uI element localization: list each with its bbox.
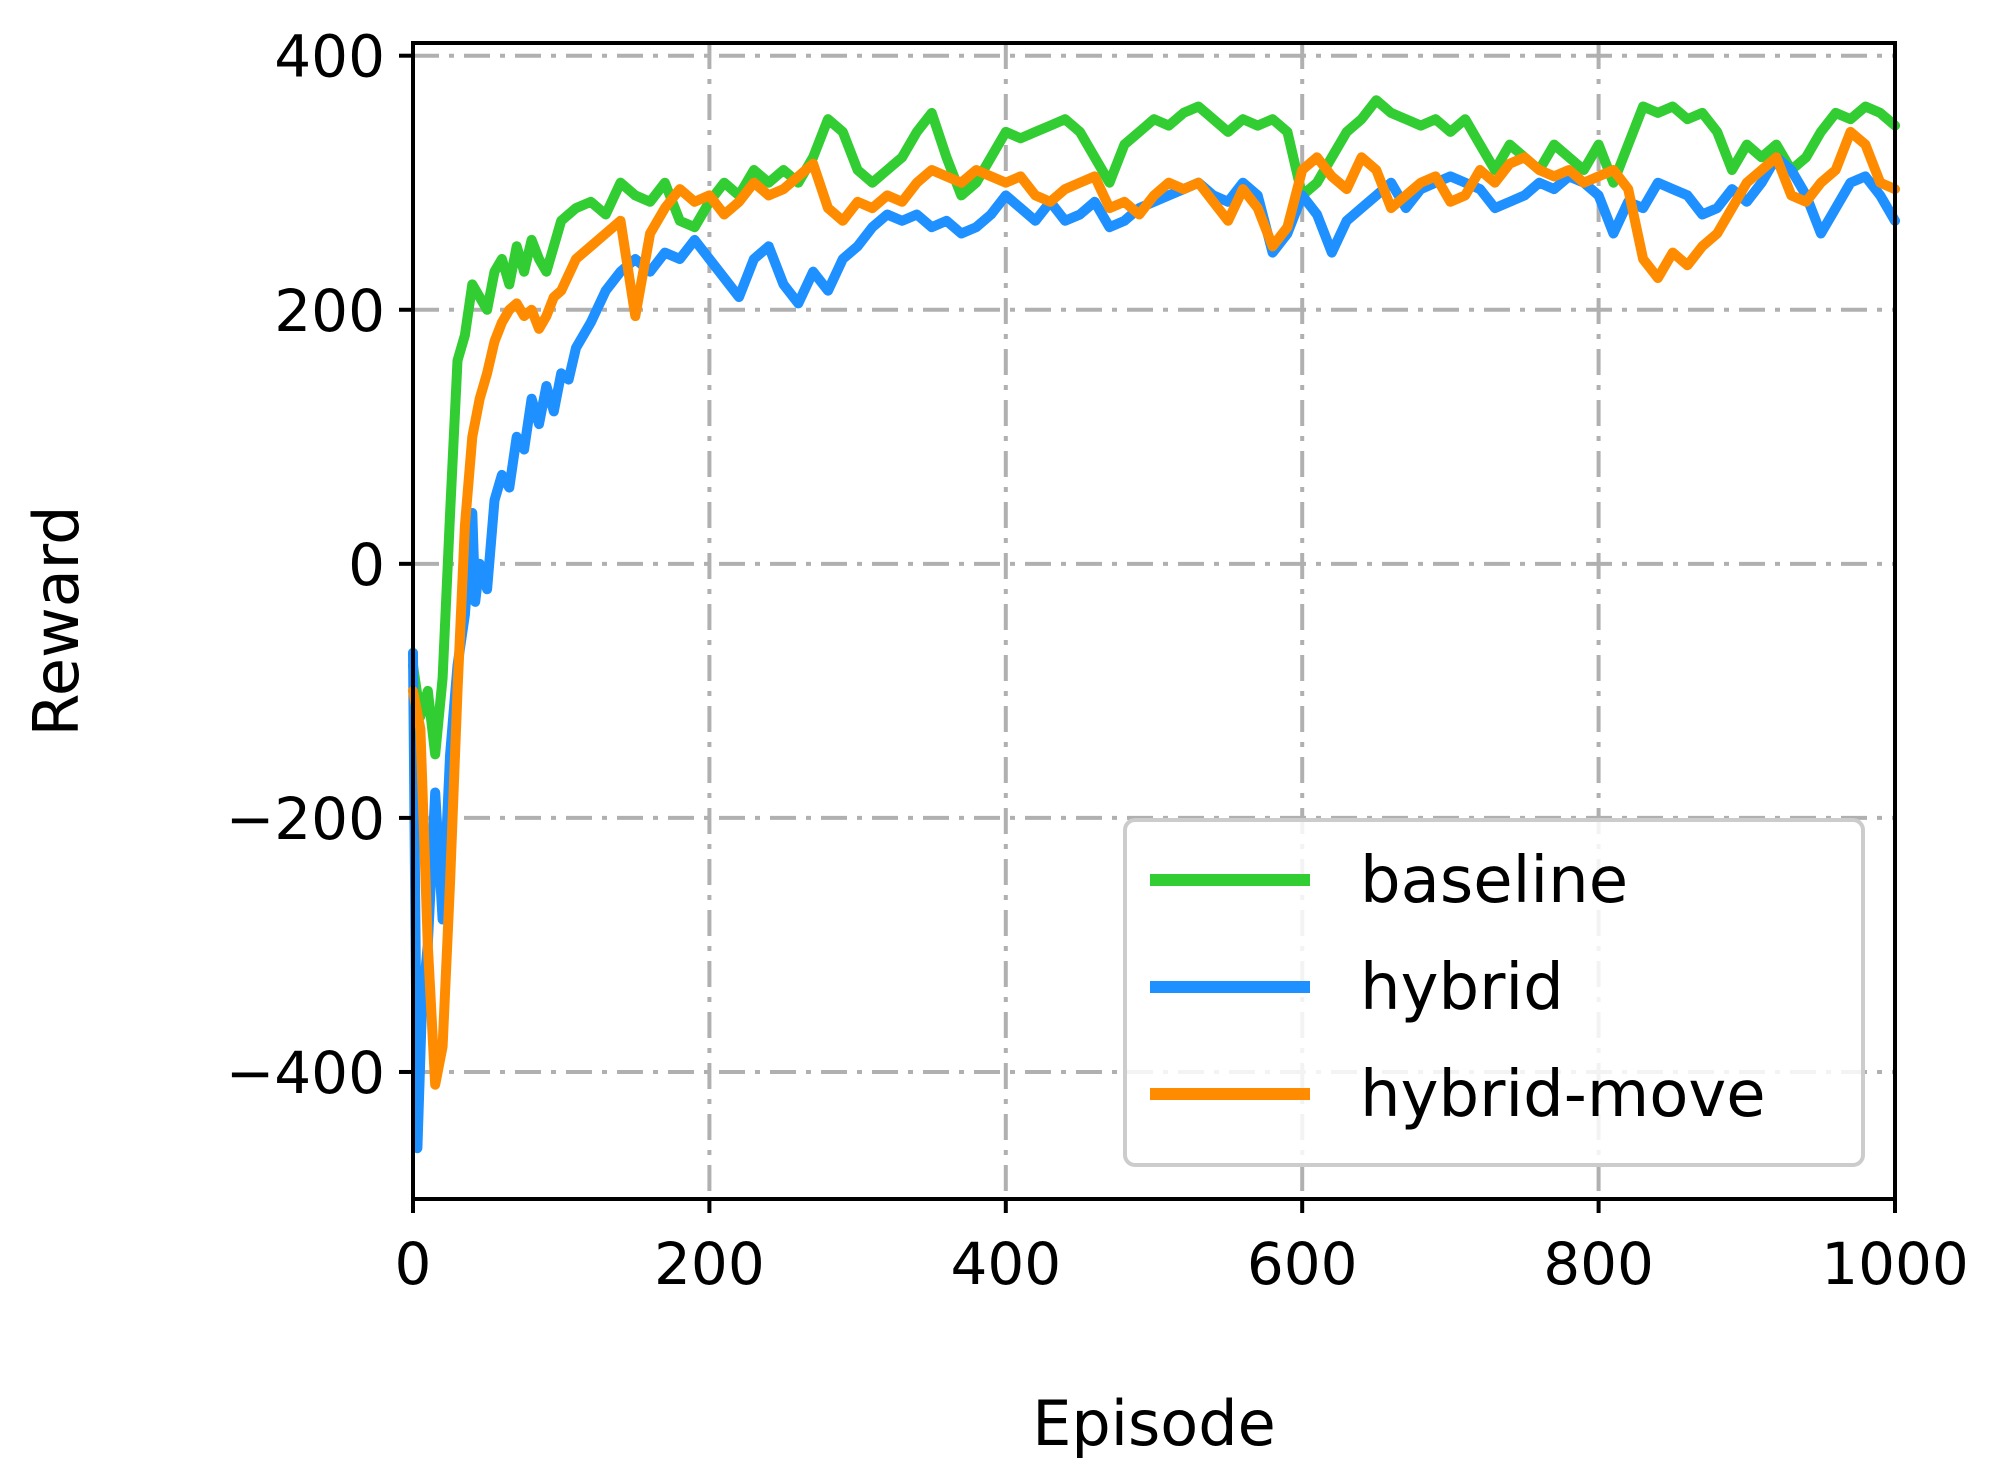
y-tick-label-4: 400	[274, 23, 385, 91]
x-axis-label: Episode	[1032, 1387, 1276, 1460]
y-tick-label-0: −400	[226, 1039, 385, 1107]
series-layer	[408, 95, 1900, 1154]
y-tick-label-3: 200	[274, 277, 385, 345]
y-tick-label-1: −200	[226, 785, 385, 853]
series-line-hybrid	[408, 152, 1900, 1154]
axes	[411, 41, 1897, 1201]
legend: baseline hybrid hybrid-move	[1123, 818, 1865, 1167]
y-axis-label: Reward	[20, 506, 93, 737]
x-tick-label-5: 1000	[1821, 1230, 1969, 1298]
legend-label-hybrid-move: hybrid-move	[1360, 1058, 1766, 1132]
legend-label-baseline: baseline	[1360, 844, 1628, 918]
x-tick-label-0: 0	[395, 1230, 432, 1298]
x-tick-label-2: 400	[950, 1230, 1061, 1298]
x-tick-label-4: 800	[1543, 1230, 1654, 1298]
legend-box	[1123, 818, 1865, 1167]
series-line-baseline	[408, 95, 1900, 760]
legend-label-hybrid: hybrid	[1360, 951, 1564, 1025]
x-tick-label-3: 600	[1247, 1230, 1358, 1298]
plot-frame	[411, 41, 1897, 1201]
x-tick-label-1: 200	[654, 1230, 765, 1298]
tick-labels: 0 200 400 600 800 1000 −400 −200 0 200 400	[226, 23, 1969, 1298]
y-tick-label-2: 0	[348, 531, 385, 599]
series-line-hybrid-move	[408, 126, 1900, 1090]
